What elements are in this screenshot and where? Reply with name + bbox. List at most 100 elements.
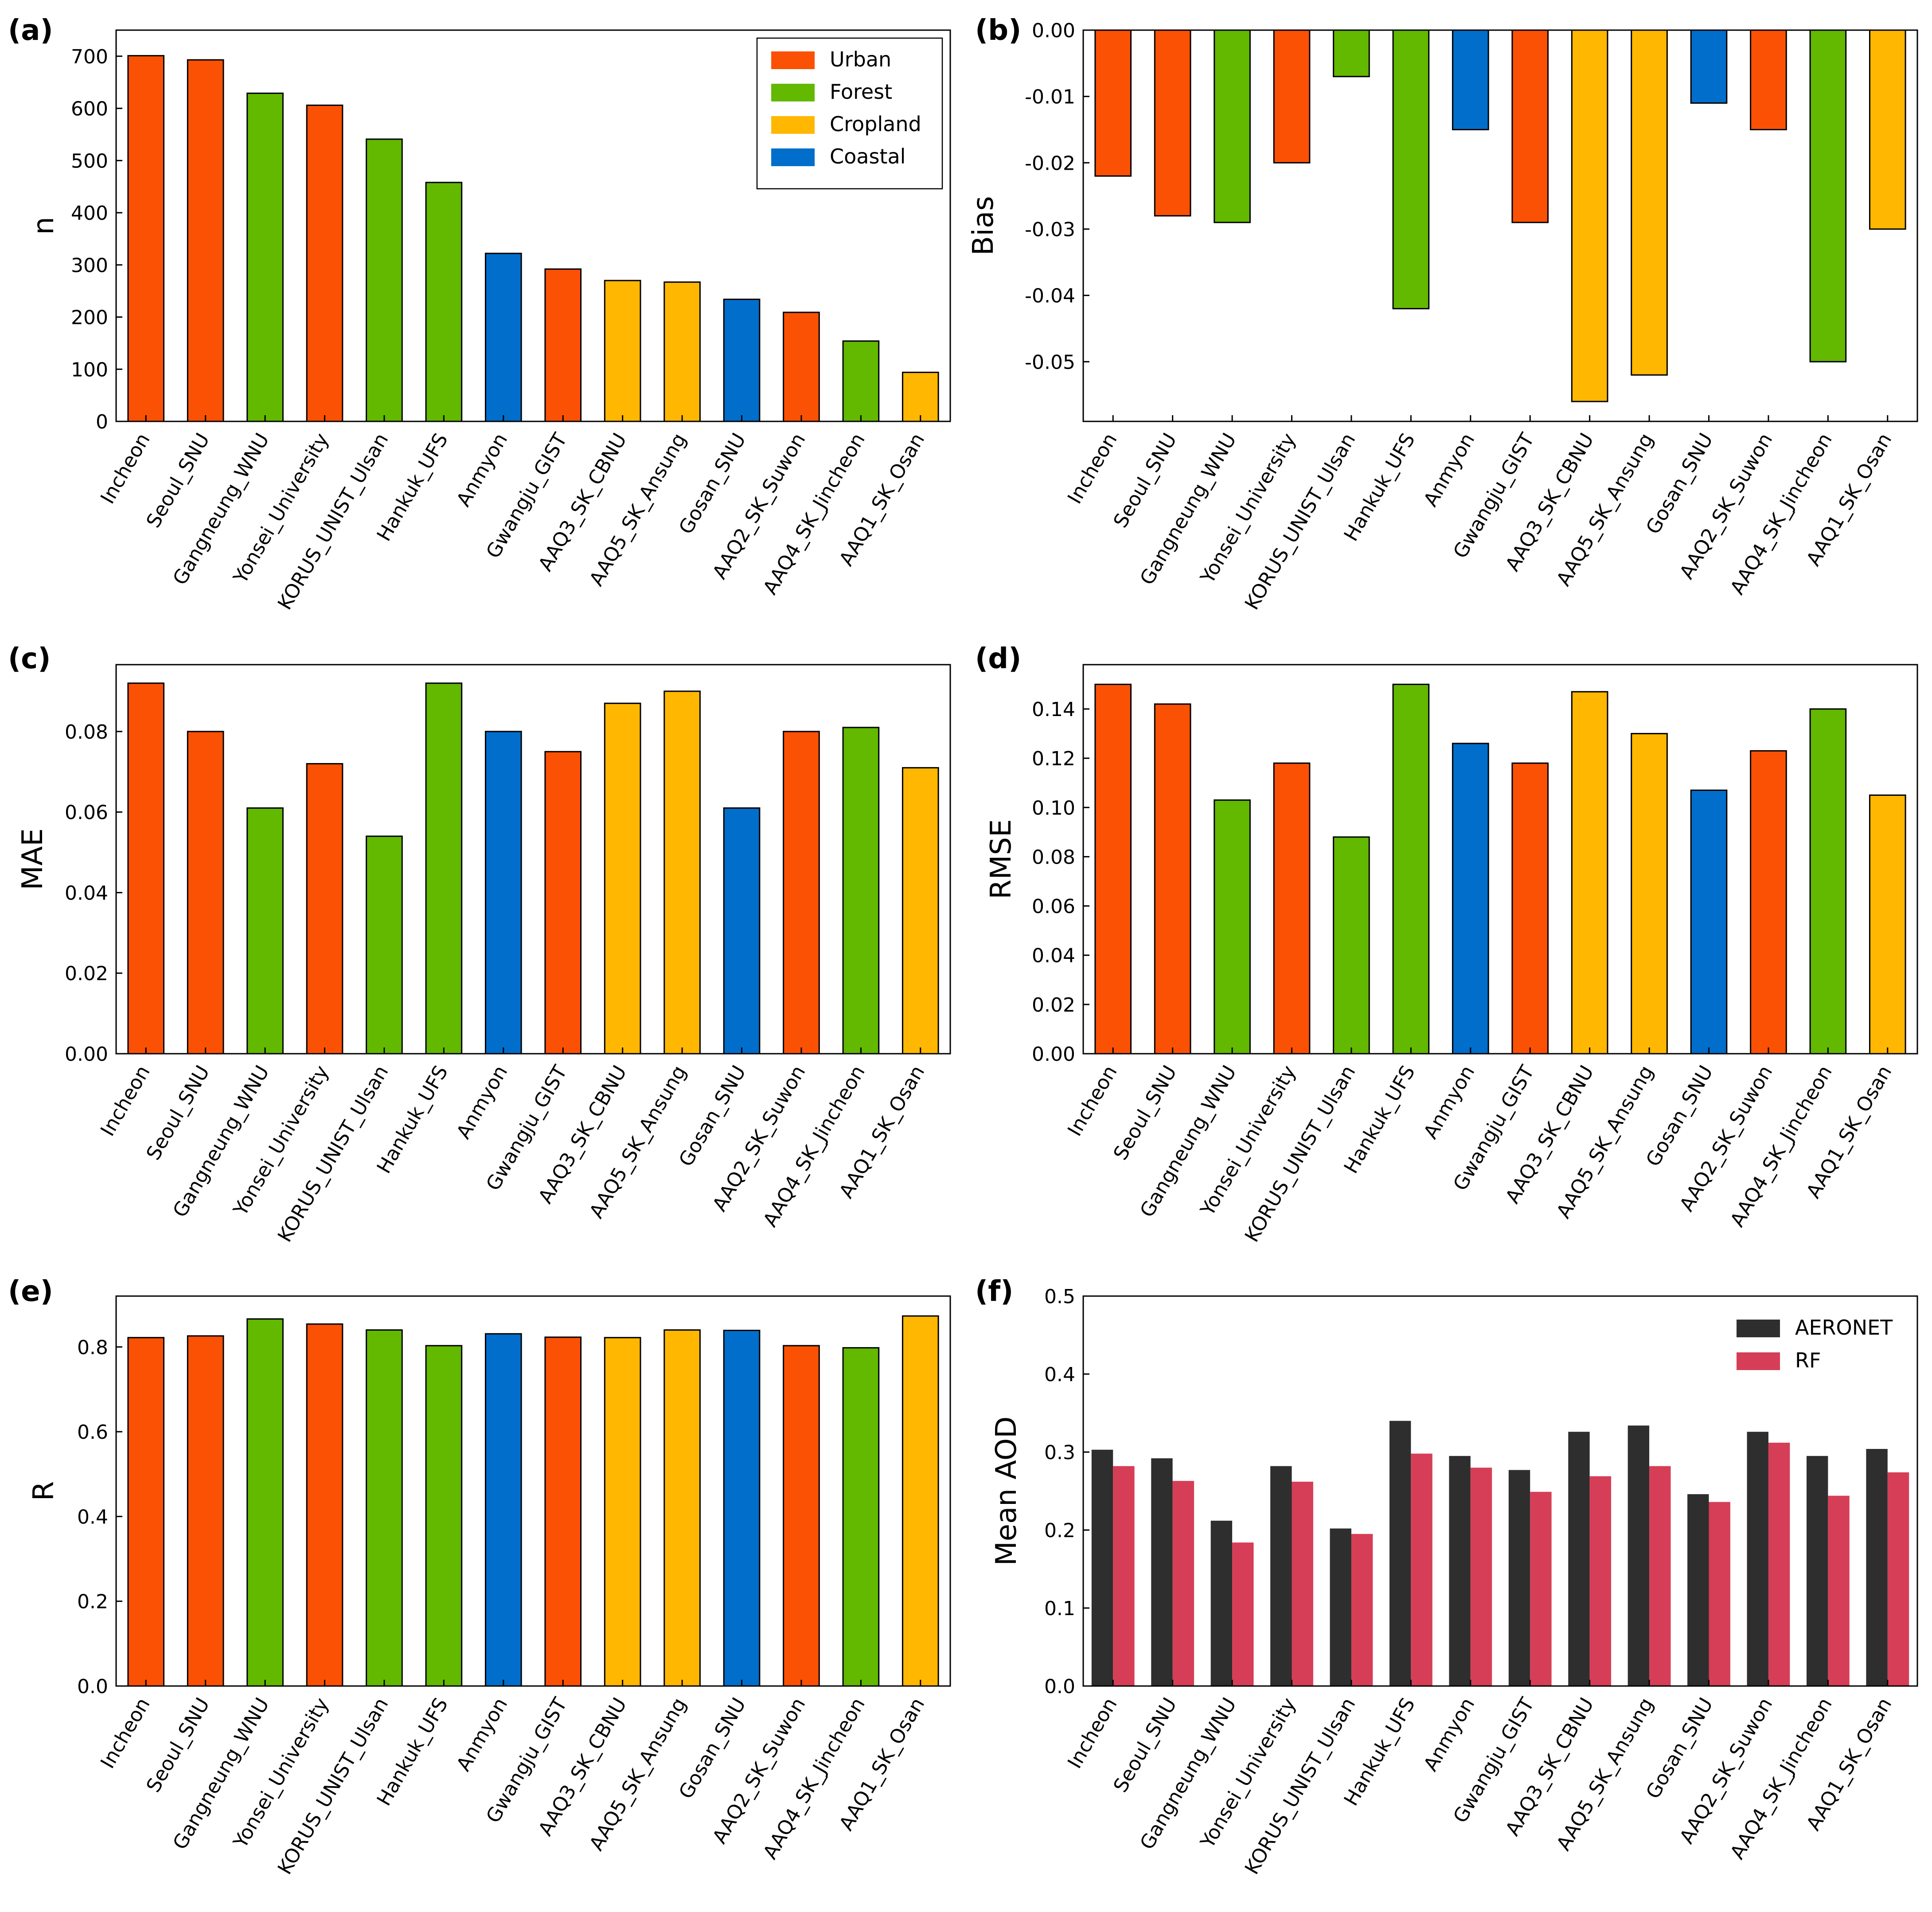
panel-a-bar-gangneung-wnu bbox=[246, 92, 284, 422]
panel-a-ylabel: n bbox=[27, 217, 60, 235]
panel-f-bar-aeronet-korus-unist-ulsan bbox=[1330, 1528, 1351, 1686]
panel-b-ytick-label: -0.05 bbox=[1025, 351, 1075, 374]
panel-c-bar-aaq4-sk-jincheon bbox=[842, 727, 880, 1055]
panel-f-ytick-label: 0.2 bbox=[1044, 1519, 1075, 1542]
panel-f-label: (f) bbox=[975, 1275, 1013, 1308]
panel-a-bar-seoul-snu bbox=[187, 59, 224, 422]
panel-e-xtick-label-korus-unist-ulsan: KORUS_UNIST_Ulsan bbox=[273, 1694, 393, 1878]
panel-d-ylabel: RMSE bbox=[985, 819, 1018, 900]
panel-f-ytick-label: 0.4 bbox=[1044, 1363, 1075, 1386]
panel-b-bar-anmyon bbox=[1452, 29, 1489, 130]
panel-c-xtick-label-seoul-snu: Seoul_SNU bbox=[142, 1062, 214, 1164]
panel-e-bar-yonsei-university bbox=[306, 1323, 343, 1687]
panel-d-xtick-label-seoul-snu: Seoul_SNU bbox=[1109, 1062, 1181, 1164]
legend-swatch-aeronet bbox=[1737, 1320, 1780, 1337]
panel-f-ytick-label: 0.0 bbox=[1044, 1675, 1075, 1698]
panel-b-ytick-label: -0.02 bbox=[1025, 152, 1075, 175]
panel-b-ytick-label: 0.00 bbox=[1032, 19, 1075, 42]
panel-b-bar-aaq1-sk-osan bbox=[1869, 29, 1906, 230]
panel-d-bar-incheon bbox=[1094, 683, 1132, 1055]
panel-f-xtick-label-incheon: Incheon bbox=[1063, 1694, 1122, 1772]
panel-b-bar-aaq3-sk-cbnu bbox=[1571, 29, 1608, 402]
panel-a-ytick-label: 400 bbox=[71, 202, 108, 225]
panel-f-ytick-label: 0.5 bbox=[1044, 1285, 1075, 1308]
panel-a-bar-aaq3-sk-cbnu bbox=[604, 280, 641, 422]
panel-c-bar-yonsei-university bbox=[306, 763, 343, 1055]
panel-d-ytick-label: 0.04 bbox=[1032, 945, 1075, 967]
panel-e-bar-aaq2-sk-suwon bbox=[783, 1345, 820, 1687]
panel-e-xtick-label-incheon: Incheon bbox=[96, 1694, 155, 1772]
panel-c-bar-aaq2-sk-suwon bbox=[783, 731, 820, 1055]
panel-d-xtick-label-incheon: Incheon bbox=[1063, 1062, 1122, 1140]
panel-e-ytick-label: 0.6 bbox=[77, 1421, 108, 1444]
panel-d-bar-anmyon bbox=[1452, 743, 1489, 1055]
panel-d-ytick-label: 0.00 bbox=[1032, 1043, 1075, 1066]
panel-c-ytick-label: 0.06 bbox=[65, 802, 108, 824]
panel-a-bar-yonsei-university bbox=[306, 105, 343, 422]
panel-b-bar-aaq2-sk-suwon bbox=[1750, 29, 1787, 130]
panel-f-bar-aeronet-aaq5-sk-ansung bbox=[1628, 1425, 1650, 1686]
panel-b-xtick-label-seoul-snu: Seoul_SNU bbox=[1109, 429, 1181, 532]
legend-label-cropland: Cropland bbox=[830, 112, 921, 136]
panel-d-bar-aaq2-sk-suwon bbox=[1750, 750, 1787, 1055]
panel-f-bar-aeronet-gangneung-wnu bbox=[1210, 1520, 1233, 1686]
panel-c-ytick-label: 0.00 bbox=[65, 1043, 108, 1066]
panel-e-bar-incheon bbox=[127, 1337, 165, 1687]
panel-f-bar-rf-gwangju-gist bbox=[1530, 1491, 1552, 1686]
panel-d-ytick-label: 0.08 bbox=[1032, 846, 1075, 868]
panel-d-frame bbox=[1082, 664, 1918, 1055]
panel-c-bar-seoul-snu bbox=[187, 731, 224, 1055]
panel-e-ytick-label: 0.8 bbox=[77, 1336, 108, 1359]
panel-f-bar-rf-aaq3-sk-cbnu bbox=[1589, 1476, 1612, 1686]
panel-f-bar-aeronet-aaq3-sk-cbnu bbox=[1568, 1432, 1590, 1686]
panel-d-bar-yonsei-university bbox=[1273, 762, 1311, 1055]
panel-a-bar-aaq1-sk-osan bbox=[902, 371, 939, 422]
panel-f-bar-aeronet-aaq4-sk-jincheon bbox=[1806, 1456, 1828, 1686]
panel-d-ytick-label: 0.06 bbox=[1032, 896, 1075, 918]
panel-d-xtick-label-korus-unist-ulsan: KORUS_UNIST_Ulsan bbox=[1241, 1062, 1360, 1246]
panel-f-ylabel: Mean AOD bbox=[990, 1416, 1023, 1565]
panel-c-xtick-label-korus-unist-ulsan: KORUS_UNIST_Ulsan bbox=[273, 1062, 393, 1246]
panel-a-bar-gosan-snu bbox=[723, 299, 761, 422]
panel-f-bar-rf-aaq2-sk-suwon bbox=[1768, 1442, 1790, 1686]
panel-b-bar-korus-unist-ulsan bbox=[1333, 29, 1370, 78]
panel-e-bar-aaq4-sk-jincheon bbox=[842, 1347, 880, 1687]
panel-e-ylabel: R bbox=[27, 1481, 60, 1501]
panel-f-bar-rf-aaq4-sk-jincheon bbox=[1828, 1495, 1850, 1686]
panel-b-bar-yonsei-university bbox=[1273, 29, 1311, 164]
panel-b-bar-seoul-snu bbox=[1154, 29, 1191, 217]
panel-f-bar-aeronet-seoul-snu bbox=[1151, 1458, 1173, 1686]
panel-e-bar-aaq5-sk-ansung bbox=[664, 1329, 701, 1687]
panel-d-xtick-label-anmyon: Anmyon bbox=[1419, 1062, 1479, 1143]
panel-c-bar-korus-unist-ulsan bbox=[366, 835, 403, 1055]
panel-b-bar-hankuk-ufs bbox=[1392, 29, 1430, 310]
panel-a-ytick-label: 300 bbox=[71, 254, 108, 277]
panel-b-ytick-label: -0.03 bbox=[1025, 218, 1075, 241]
panel-f-bar-rf-korus-unist-ulsan bbox=[1351, 1534, 1373, 1686]
panel-e-bar-anmyon bbox=[484, 1333, 522, 1687]
panel-a-ytick-label: 600 bbox=[71, 98, 108, 121]
panel-a-ytick-label: 100 bbox=[71, 358, 108, 381]
legend-swatch-forest bbox=[771, 84, 815, 101]
panel-d-bar-aaq3-sk-cbnu bbox=[1571, 691, 1608, 1055]
panel-f-bar-rf-gosan-snu bbox=[1709, 1502, 1730, 1686]
panel-f-bar-rf-gangneung-wnu bbox=[1232, 1542, 1254, 1686]
panel-b-xtick-label-incheon: Incheon bbox=[1063, 429, 1122, 508]
panel-a-bar-korus-unist-ulsan bbox=[366, 138, 403, 422]
panel-e-xtick-label-anmyon: Anmyon bbox=[452, 1694, 512, 1775]
legend-swatch-rf bbox=[1737, 1352, 1780, 1370]
panel-a-ytick-label: 200 bbox=[71, 307, 108, 329]
panel-b-frame bbox=[1082, 29, 1918, 422]
panel-c-frame bbox=[115, 664, 951, 1055]
panel-a-bar-anmyon bbox=[484, 253, 522, 422]
panel-b-bar-gangneung-wnu bbox=[1214, 29, 1251, 223]
panel-e-bar-gosan-snu bbox=[723, 1329, 761, 1687]
panel-c-xtick-label-anmyon: Anmyon bbox=[452, 1062, 512, 1143]
panel-f-bar-aeronet-anmyon bbox=[1449, 1456, 1471, 1686]
panel-a-xtick-label-incheon: Incheon bbox=[96, 429, 155, 508]
panel-f-ytick-label: 0.1 bbox=[1044, 1597, 1075, 1620]
panel-f-bar-aeronet-gwangju-gist bbox=[1508, 1470, 1530, 1686]
panel-e-bar-gangneung-wnu bbox=[246, 1318, 284, 1687]
